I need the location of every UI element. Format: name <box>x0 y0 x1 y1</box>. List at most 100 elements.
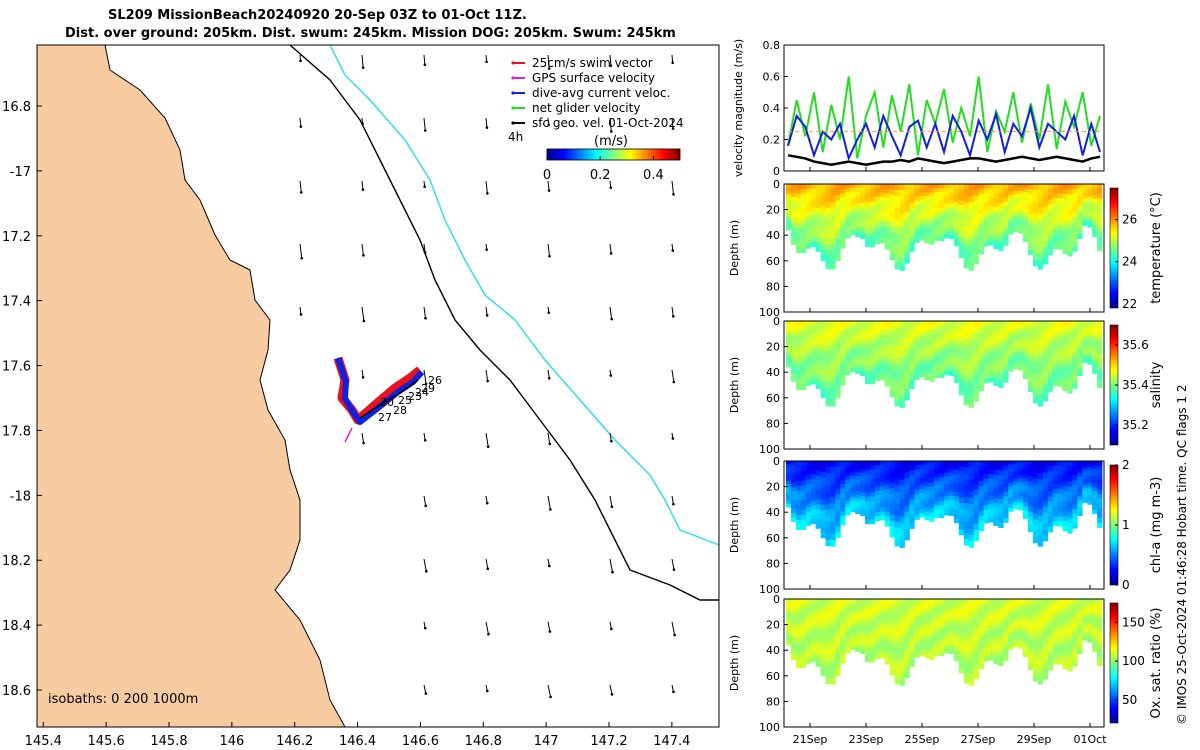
heatmap-cell <box>1082 222 1088 226</box>
heatmap-cell <box>879 607 886 612</box>
heatmap-cell <box>1062 248 1068 255</box>
heatmap-cell <box>1042 673 1049 680</box>
heatmap-cell <box>948 472 955 477</box>
heatmap-cell <box>1077 622 1083 627</box>
heatmap-cell <box>835 499 841 506</box>
heatmap-cell <box>998 622 1004 628</box>
heatmap-cell <box>1072 489 1078 495</box>
heatmap-cell <box>1082 195 1088 200</box>
heatmap-cell <box>978 385 984 392</box>
heatmap-cell <box>820 599 826 605</box>
heatmap-cell <box>790 465 797 470</box>
heatmap-cell <box>899 395 905 402</box>
heatmap-cell <box>820 637 826 644</box>
heatmap-cell <box>800 485 807 491</box>
heatmap-cell <box>1057 493 1063 499</box>
heatmap-cell <box>884 636 891 642</box>
heatmap-cell <box>1042 512 1049 519</box>
heatmap-cell <box>924 486 930 491</box>
heatmap-cell <box>899 654 905 662</box>
heatmap-cell <box>1067 497 1073 503</box>
heatmap-cell <box>993 649 999 655</box>
heatmap-cell <box>805 493 812 499</box>
heatmap-cell <box>879 620 886 625</box>
heatmap-cell <box>934 353 940 358</box>
heatmap-cell <box>934 216 940 221</box>
heatmap-cell <box>845 472 851 477</box>
heatmap-cell <box>939 329 945 334</box>
heatmap-cell <box>1067 251 1073 257</box>
heatmap-cell <box>1037 485 1044 492</box>
heatmap-cell <box>840 474 846 480</box>
heatmap-cell <box>800 618 807 624</box>
heatmap-cell <box>800 355 807 361</box>
heatmap-cell <box>963 232 970 239</box>
heatmap-cell <box>1003 474 1009 479</box>
heatmap-cell <box>1008 227 1014 232</box>
heatmap-cell <box>939 325 945 330</box>
heatmap-cell <box>958 205 965 211</box>
heatmap-cell <box>790 482 797 488</box>
heatmap-cell <box>904 206 910 213</box>
heatmap-cell <box>790 188 797 193</box>
heatmap-cell <box>963 381 970 388</box>
heatmap-cell <box>835 392 841 399</box>
heatmap-cell <box>790 201 797 206</box>
heatmap-cell <box>1027 341 1034 347</box>
heatmap-cell <box>1082 201 1088 206</box>
heatmap-cell <box>919 651 925 656</box>
heatmap-cell <box>948 645 955 650</box>
heatmap-cell <box>1047 634 1053 640</box>
heatmap-cell <box>825 623 831 630</box>
heatmap-cell <box>963 387 970 394</box>
heatmap-cell <box>958 252 965 259</box>
heatmap-cell <box>874 641 881 647</box>
heatmap-cell <box>1057 659 1063 665</box>
heatmap-cell <box>1003 491 1009 497</box>
heatmap-cell <box>948 219 955 224</box>
heatmap-cell <box>1013 467 1019 472</box>
track-day-label: 29 <box>421 382 435 395</box>
heatmap-cell <box>1008 606 1014 611</box>
heatmap-cell <box>830 473 836 480</box>
heatmap-cell <box>810 338 816 344</box>
heatmap-cell <box>884 617 891 623</box>
heatmap-cell <box>790 222 797 228</box>
heatmap-cell <box>1062 189 1068 195</box>
heatmap-cell <box>790 499 797 505</box>
heatmap-cell <box>810 219 816 225</box>
heatmap-cell <box>1018 478 1024 483</box>
heatmap-cell <box>825 220 831 227</box>
heatmap-cell <box>958 508 965 515</box>
heatmap-cell <box>1042 621 1049 628</box>
heatmap-cell <box>953 629 960 635</box>
heatmap-cell <box>1032 645 1039 652</box>
geo-velocity-arrowhead <box>611 570 614 574</box>
heatmap-cell <box>1062 233 1068 240</box>
heatmap-cell <box>790 491 797 496</box>
heatmap-cell <box>1008 346 1014 351</box>
heatmap-cell <box>1087 470 1093 474</box>
heatmap-cell <box>1047 496 1053 502</box>
heatmap-cell <box>860 599 866 604</box>
speed-colorbar-tick-label: 0 <box>543 168 551 183</box>
heatmap-cell <box>978 228 984 235</box>
heatmap-cell <box>845 184 851 189</box>
heatmap-cell <box>1027 249 1034 255</box>
heatmap-cell <box>786 184 792 188</box>
heatmap-cell <box>879 342 886 347</box>
heatmap-cell <box>810 603 816 609</box>
heatmap-cell <box>958 373 965 380</box>
heatmap-cell <box>899 491 905 499</box>
heatmap-cell <box>800 184 807 190</box>
heatmap-cell <box>884 626 891 632</box>
heatmap-cell <box>1003 509 1009 515</box>
heatmap-cell <box>840 612 846 618</box>
heatmap-cell <box>835 626 841 633</box>
heatmap-cell <box>968 679 974 686</box>
heatmap-cell <box>904 461 910 467</box>
heatmap-cell <box>1082 493 1088 497</box>
heatmap-cell <box>1062 638 1068 645</box>
heatmap-cell <box>860 184 866 189</box>
heatmap-cell <box>786 608 792 613</box>
